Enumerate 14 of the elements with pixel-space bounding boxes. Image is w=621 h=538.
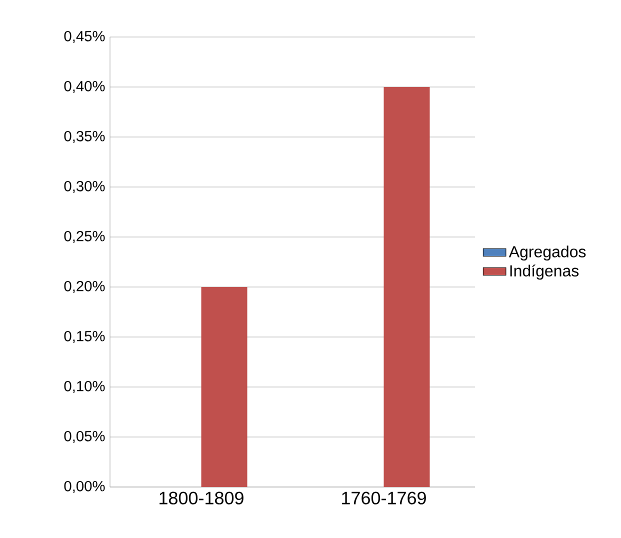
y-tick-label: 0,15% [64, 330, 105, 344]
legend-label: Agregados [508, 246, 586, 261]
x-tick-label: 1800-1809 [160, 492, 244, 504]
y-tick-label: 0,10% [64, 380, 105, 394]
y-tick-label: 0,45% [64, 30, 105, 44]
y-tick-label: 0,30% [64, 180, 105, 194]
y-tick-label: 0,20% [64, 280, 105, 294]
y-tick-label: 0,00% [64, 480, 105, 494]
y-tick-label: 0,35% [64, 130, 105, 144]
x-tick-label: 1760-1769 [342, 492, 426, 504]
y-tick-label: 0,05% [64, 430, 105, 444]
legend-label: Indígenas [510, 264, 579, 280]
y-tick-label: 0,40% [64, 80, 105, 94]
y-tick-label: 0,25% [64, 230, 105, 244]
